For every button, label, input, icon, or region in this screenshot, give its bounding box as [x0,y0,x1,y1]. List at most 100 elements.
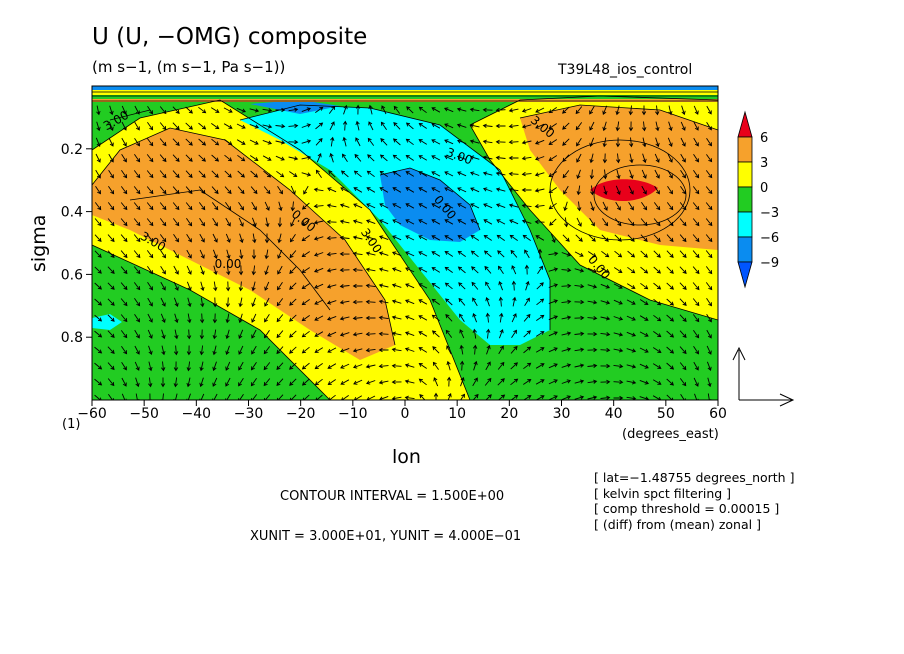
wind-vector [187,297,192,308]
wind-vector [173,393,178,400]
wind-vector [470,203,480,209]
wind-vector [107,266,115,274]
wind-vector [378,235,389,241]
wind-vector [495,203,506,209]
wind-vector [212,329,217,340]
wind-vector [198,154,206,162]
wind-vector [653,202,661,211]
wind-vector [238,345,244,355]
wind-vector [225,233,231,243]
wind-vector [535,107,545,113]
colorbar-tick-label: −6 [760,231,779,246]
wind-vector [639,347,649,353]
wind-vector [667,186,673,195]
wind-vector [679,378,687,387]
wind-vector [548,267,559,272]
wind-vector [564,217,569,228]
wind-vector [431,283,441,289]
wind-vector [524,249,530,259]
wind-vector [352,364,363,369]
wind-vector [496,234,505,241]
wind-vector [339,347,350,353]
wind-vector [576,137,582,147]
wind-vector [652,379,662,385]
wind-vector [392,154,401,162]
wind-vector [707,393,712,400]
wind-vector [641,185,647,195]
wind-vector [706,138,712,147]
wind-vector [250,378,257,387]
wind-vector [262,124,273,129]
wind-vector [379,203,389,209]
wind-vector [693,377,699,387]
wind-vector [627,234,635,242]
wind-vector [666,218,674,227]
wind-vector [238,265,244,276]
wind-vector [574,268,585,273]
wind-vector [626,380,637,385]
wind-vector [314,283,324,289]
wind-vector [616,169,621,180]
wind-vector [653,218,661,227]
wind-vector [173,249,179,259]
wind-vector [365,219,376,225]
wind-vector [589,153,594,164]
wind-vector [602,153,608,164]
wind-vector [535,395,545,400]
wind-vector [262,139,273,145]
wind-vector [548,171,558,177]
x-units-note: (degrees_east) [622,427,719,442]
wind-vector [587,379,598,384]
wind-vector [418,251,428,257]
wind-vector [535,379,545,385]
wind-vector [365,331,376,337]
wind-vector [187,313,192,324]
wind-vector [600,347,611,353]
wind-vector [418,299,428,305]
wind-vector [340,379,350,385]
wind-vector [146,202,154,211]
wind-vector [225,217,231,227]
wind-vector [198,106,207,114]
wind-vector [470,187,480,193]
wind-vector [186,249,192,259]
wind-vector [563,185,569,195]
wind-vector [199,313,205,324]
wind-vector [316,152,322,163]
wind-vector [418,347,428,353]
wind-vector [482,107,493,113]
wind-vector [211,202,219,211]
top-layer-band [92,86,718,102]
wind-vector [251,329,257,339]
wind-vector [485,312,490,323]
wind-vector [561,315,572,320]
wind-vector [574,379,585,384]
wind-vector [276,362,284,370]
wind-vector [548,123,557,129]
wind-vector [393,122,401,130]
wind-vector [263,378,271,387]
wind-vector [225,361,231,371]
wind-vector [587,331,598,337]
wind-vector [587,315,598,321]
wind-vector [329,121,335,131]
wind-vector [277,265,283,275]
wind-vector [525,280,530,291]
wind-vector [238,394,244,400]
wind-vector [418,235,428,241]
wind-vector [534,156,545,161]
wind-vector [457,171,467,177]
wind-vector [693,105,699,115]
colorbar-segment [737,136,753,163]
wind-vector [576,185,581,196]
wind-vector [472,297,478,307]
wind-vector [679,282,687,290]
wind-vector [264,330,270,339]
wind-vector [456,155,467,161]
wind-vector [482,123,493,128]
xyunit-text: XUNIT = 3.000E+01, YUNIT = 4.000E−01 [250,529,522,544]
wind-vector [249,123,260,129]
wind-vector [679,234,687,243]
wind-vector [679,346,687,355]
